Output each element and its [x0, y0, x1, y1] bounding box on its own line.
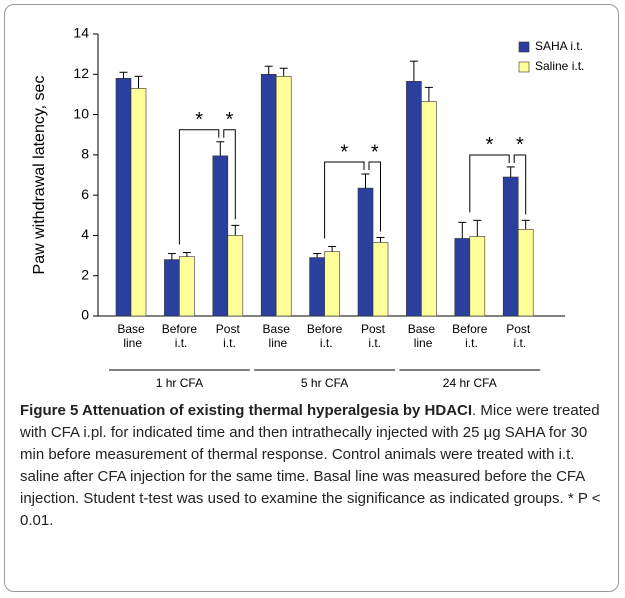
y-tick-label: 14: [73, 25, 89, 41]
error-bar: [119, 71, 128, 79]
bar: [517, 229, 534, 317]
bar: [309, 257, 325, 317]
y-tick-label: 0: [81, 307, 89, 323]
x-tick-label-line: i.t.: [317, 336, 333, 350]
error-bar: [328, 246, 337, 252]
x-tick-label-line: i.t.: [462, 336, 478, 350]
x-tick-label: Before i.t.: [307, 322, 343, 350]
x-tick-label-line: line: [265, 336, 287, 350]
bar: [130, 88, 147, 317]
error-bar: [361, 173, 370, 189]
significance: *: [226, 109, 234, 131]
error-bar: [458, 221, 467, 239]
bar: [212, 155, 229, 317]
legend-label: Saline i.t.: [535, 59, 584, 73]
group-label: 1 hr CFA: [156, 376, 203, 390]
legend-swatch: [518, 41, 530, 53]
group-label: 5 hr CFA: [301, 376, 348, 390]
error-bar: [216, 141, 225, 156]
x-tick-label-line: Base: [263, 322, 291, 336]
significance: *: [516, 134, 524, 156]
y-axis-label: Paw withdrawal latency, sec: [31, 76, 48, 275]
bar: [324, 251, 340, 317]
x-tick-label-line: i.t.: [510, 336, 526, 350]
x-tick-label-line: Post: [506, 322, 531, 336]
bar: [454, 238, 471, 317]
error-bar: [473, 219, 482, 237]
bracket: [513, 154, 527, 215]
x-tick-label-line: i.t.: [365, 336, 381, 350]
frame: [4, 4, 619, 592]
bar: [179, 256, 195, 317]
significance: *: [371, 141, 379, 163]
caption-title: Figure 5 Attenuation of existing thermal…: [20, 402, 473, 419]
x-tick-label: Post i.t.: [216, 322, 241, 350]
y-tick-label: 10: [73, 105, 89, 121]
x-tick-label: Base line: [263, 322, 291, 350]
bar: [164, 259, 180, 317]
bar: [502, 176, 519, 317]
error-bar: [231, 224, 240, 236]
y-tick-label: 8: [81, 146, 89, 162]
group-label: 24 hr CFA: [443, 376, 497, 390]
bar: [372, 242, 389, 317]
error-bar: [279, 67, 288, 77]
x-tick-label-line: Post: [216, 322, 241, 336]
x-tick-label-line: line: [120, 336, 142, 350]
x-tick-label-line: i.t.: [171, 336, 187, 350]
caption-text: . Mice were treated with CFA i.pl. for i…: [20, 402, 601, 529]
x-tick-label-line: Before: [307, 322, 343, 336]
bar: [275, 76, 292, 317]
bar: [115, 78, 132, 317]
bar: [469, 236, 486, 317]
x-tick-label: Base line: [408, 322, 436, 350]
x-tick-label-line: Post: [361, 322, 386, 336]
bracket: [178, 129, 220, 245]
chart: Paw withdrawal latency, sec 0 2 4 6 8 10 12 14 B…: [31, 25, 584, 390]
bracket: [223, 129, 236, 220]
legend-label: SAHA i.t.: [535, 39, 583, 53]
bracket: [469, 154, 510, 213]
bracket: [324, 161, 365, 239]
error-bar: [313, 253, 322, 258]
error-bar: [424, 86, 433, 102]
y-tick-label: 12: [73, 65, 89, 81]
x-tick-label: Before i.t.: [452, 322, 488, 350]
y-tick-label: 4: [81, 226, 89, 242]
caption: Figure 5 Attenuation of existing thermal…: [20, 400, 610, 532]
y-tick-label: 2: [81, 266, 89, 282]
significance: *: [195, 109, 203, 131]
x-tick-label: Post i.t.: [506, 322, 531, 350]
error-bar: [134, 75, 143, 89]
x-tick-label-line: Base: [408, 322, 436, 336]
x-tick-label: Before i.t.: [162, 322, 198, 350]
error-bar: [167, 253, 176, 260]
bar: [406, 81, 422, 317]
error-bar: [182, 252, 191, 257]
bracket: [368, 161, 381, 232]
x-tick-label: Base line: [117, 322, 145, 350]
y-tick-label: 6: [81, 186, 89, 202]
x-tick-label-line: Before: [452, 322, 488, 336]
error-bar: [409, 60, 418, 82]
bar: [421, 101, 437, 317]
x-tick-label-line: Before: [162, 322, 198, 336]
x-tick-label: Post i.t.: [361, 322, 386, 350]
bar: [260, 73, 277, 317]
x-tick-label-line: Base: [117, 322, 145, 336]
error-bar: [506, 166, 515, 178]
significance: *: [486, 134, 494, 156]
error-bar: [521, 219, 530, 230]
x-tick-label-line: i.t.: [220, 336, 236, 350]
bar: [227, 235, 244, 317]
error-bar: [376, 236, 385, 243]
x-tick-label-line: line: [410, 336, 432, 350]
error-bar: [264, 65, 273, 75]
significance: *: [340, 141, 348, 163]
bar: [357, 187, 374, 317]
legend-swatch: [518, 61, 530, 73]
